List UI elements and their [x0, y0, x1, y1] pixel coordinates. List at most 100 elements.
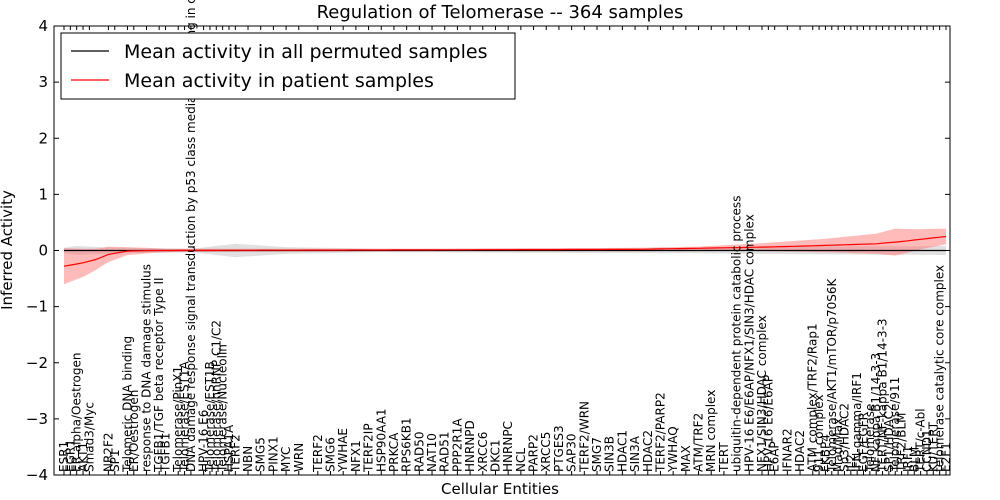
y-tick-label: 1 [38, 185, 48, 203]
series-line-patient [63, 235, 947, 267]
x-tick-label: YWHAQ [666, 426, 680, 473]
x-tick-label: response to DNA damage stimulus [139, 264, 153, 472]
x-tick-label: ubiquitin-dependent protein catabolic pr… [730, 196, 744, 472]
x-tick-label: Telomeric DNA binding [120, 336, 134, 473]
x-tick-label: Telomerase/EST1A [178, 360, 192, 473]
legend: Mean activity in all permuted samples Me… [60, 32, 516, 100]
x-tick-label: ATM complex/TRF2/Rap1 [806, 323, 820, 472]
x-tick-label: HDAC2 [793, 430, 807, 472]
x-tick-label: HPV-16 E6/E6AP/NFX1/SIN3/HDAC complex [742, 214, 756, 472]
x-tick-label: Telomerase [863, 404, 877, 473]
x-tick-label: Telomerase/EST1B [203, 361, 217, 473]
x-tick-label: TERF2IP [362, 423, 376, 473]
x-tick-label: PPP2R1A [450, 418, 464, 472]
x-tick-label: Smad3/Myc [82, 402, 96, 472]
y-tick-label: 3 [38, 73, 48, 91]
x-tick-label: NBN [241, 446, 255, 472]
x-tick-label: KU/TERT [926, 421, 940, 472]
x-tick-label: IL2 [844, 454, 858, 472]
x-tick-label: TGFB1/TGF beta receptor Type II [152, 277, 166, 473]
y-tick-label: 2 [38, 129, 48, 147]
x-tick-label: YWHAE [336, 428, 350, 473]
x-tick-label: Mad/Max [831, 418, 845, 472]
legend-label-patient: Mean activity in patient samples [124, 70, 434, 92]
x-tick-label: NAT10 [425, 433, 439, 472]
x-tick-label: PARP2 [527, 434, 541, 472]
x-tick-label: HNRNPD [463, 420, 477, 472]
x-tick-label: DKC1 [488, 440, 502, 472]
x-tick-label: NFX1/SIN3/HDAC complex [755, 315, 769, 472]
x-tick-label: TGFB1 [159, 433, 173, 473]
x-tick-label: XRCC5 [539, 432, 553, 472]
y-tick-label: −1 [26, 298, 48, 316]
x-tick-label: NF kappa B1/14-3-3 [869, 353, 883, 472]
x-tick-label: RAD51 [438, 431, 452, 472]
x-tick-label: MRN complex [704, 390, 718, 472]
x-tick-label: RPS6KB1 [400, 417, 414, 472]
y-tick-label: −4 [26, 466, 48, 484]
x-tick-label: Telomerase/911 [888, 377, 902, 473]
x-tick-label: Telomerase/hnRNP C1/C2 [209, 320, 223, 473]
x-tick-label: EGF/EGFR [857, 412, 871, 472]
x-tick-label: TERT [717, 442, 731, 473]
x-tick-label: Telomerase/PinX1 [171, 366, 185, 473]
x-tick-label: PRKCA [387, 432, 401, 472]
x-tick-label: TRF2/BLM [895, 412, 909, 473]
x-tick-label: NCL [514, 448, 528, 472]
x-tick-label: ESR1 [57, 441, 71, 472]
x-tick-label: SP1 [108, 450, 122, 473]
x-tick-label: EGR1 [63, 439, 77, 472]
x-tick-label: Telomerase/Nucleolin [216, 344, 230, 473]
x-tick-label: HDAC2 [641, 430, 655, 472]
x-tick-label: WRN [292, 443, 306, 472]
x-tick-label: TERF2 [228, 434, 242, 473]
x-tick-label: CCND1 [920, 429, 934, 472]
x-tick-label: FKBP4 [818, 434, 832, 472]
x-tick-label: TERT/NF-kappa B1/14-3-3 [876, 318, 890, 473]
x-tick-label: HSP90AA1 [374, 408, 388, 472]
x-tick-label: DNA damage response signal transduction … [184, 0, 198, 472]
x-tick-label: 911 complex [812, 394, 826, 472]
x-tick-label: IFN-gamma/IRF1 [850, 372, 864, 472]
y-tick-label: 4 [38, 17, 48, 35]
x-tick-label: PTGES3 [552, 425, 566, 472]
legend-label-permuted: Mean activity in all permuted samples [124, 41, 487, 63]
x-tick-label: NFX1 [349, 440, 363, 472]
x-tick-label: BLM [907, 447, 921, 472]
x-tick-label: E2F1 [939, 442, 953, 472]
x-tick-label: telomerase catalytic core complex [933, 265, 947, 472]
x-tick-label: IFNAR2 [780, 428, 794, 472]
chart-title: Regulation of Telomerase -- 364 samples [317, 2, 684, 23]
x-tick-label: HSPA1A [222, 424, 236, 472]
x-tick-label: SMG5 [254, 437, 268, 472]
x-tick-label: SP1/HDAC2 [882, 403, 896, 472]
x-tick-label: NR2F2 [101, 433, 115, 473]
x-tick-label: HPV-16 E6/E6AP [761, 375, 775, 472]
x-tick-label: Sp3/HDAC2 [837, 403, 851, 472]
x-tick-label: TERF2/PARP2 [653, 392, 667, 473]
x-tick-label: RAD50 [412, 431, 426, 472]
x-tick-label: SMG7 [590, 437, 604, 472]
x-tick-label: HNRNPC [501, 421, 515, 472]
x-tick-label: ER/Oestrogen [127, 390, 141, 472]
x-tick-label: HDAC1 [615, 430, 629, 472]
y-axis-label: Inferred Activity [0, 190, 16, 310]
x-tick-label: SMG6 [324, 437, 338, 472]
y-tick-label: −2 [26, 354, 48, 372]
plot-frame [53, 25, 951, 476]
x-tick-label: AKT1 [76, 442, 90, 472]
y-tick-label: −3 [26, 410, 48, 428]
x-tick-label: TERF2/WRN [577, 401, 591, 473]
x-tick-label: SIN3B [603, 436, 617, 472]
x-tick-label: TERT/c-Abl [914, 408, 928, 473]
x-tick-label: IRF1 [901, 446, 915, 472]
y-tick-label: 0 [38, 242, 48, 260]
x-tick-label: SIN3A [628, 435, 642, 472]
x-tick-label: XRCC6 [476, 432, 490, 472]
x-tick-label: MAX [679, 445, 693, 472]
x-tick-label: PINX1 [266, 436, 280, 472]
x-tick-label: MYC [279, 447, 293, 472]
x-tick-label: Telomerase/AKT1/mTOR/p70S6K [825, 277, 839, 473]
x-axis-label: Cellular Entities [441, 480, 559, 498]
